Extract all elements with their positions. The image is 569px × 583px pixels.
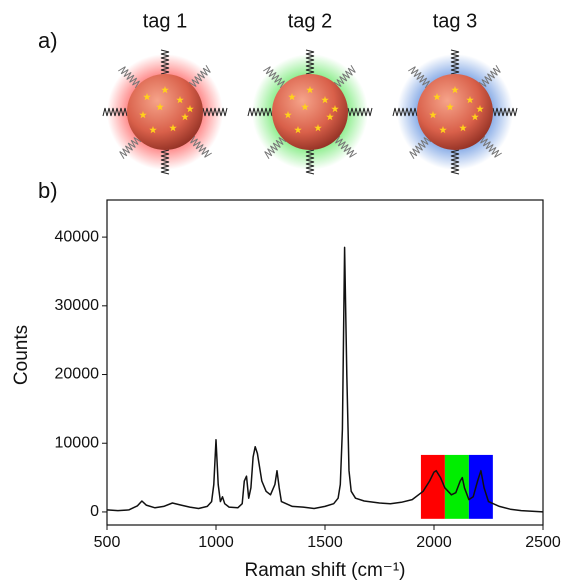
star (181, 113, 189, 121)
panel-label: a) (38, 28, 58, 53)
star (156, 103, 164, 111)
star (321, 96, 329, 104)
x-tick-label: 500 (94, 534, 121, 551)
tag-label: tag 2 (288, 10, 332, 32)
ligand (119, 137, 142, 159)
ligand (160, 49, 170, 75)
star (471, 113, 479, 121)
tag-band (468, 454, 493, 519)
x-tick-label: 1000 (198, 534, 234, 551)
star (149, 126, 157, 134)
star (314, 124, 322, 132)
star (433, 93, 441, 101)
star (294, 126, 302, 134)
ligand (102, 107, 128, 117)
ligand (492, 107, 518, 117)
ligand (160, 149, 170, 175)
star (446, 103, 454, 111)
star (169, 124, 177, 132)
nanoparticle (417, 74, 493, 150)
star (451, 86, 459, 94)
ligand (188, 65, 211, 87)
x-tick-label: 1500 (307, 534, 343, 551)
star (301, 103, 309, 111)
y-tick-label: 20000 (55, 366, 100, 383)
ligand (264, 137, 287, 159)
star (429, 111, 437, 119)
tag-label: tag 1 (143, 10, 187, 32)
nanoparticle (272, 74, 348, 150)
tag-band (444, 454, 469, 519)
ligand (247, 107, 273, 117)
star (331, 105, 339, 113)
star (284, 111, 292, 119)
star (476, 105, 484, 113)
y-axis-label: Counts (11, 325, 32, 385)
star (161, 86, 169, 94)
ligand (408, 66, 430, 89)
y-tick-label: 30000 (55, 297, 100, 314)
ligand (333, 65, 356, 87)
star (326, 113, 334, 121)
star (466, 96, 474, 104)
ligand (392, 107, 418, 117)
ligand (480, 135, 502, 158)
x-axis-label: Raman shift (cm⁻¹) (245, 560, 406, 581)
y-tick-label: 40000 (55, 228, 100, 245)
star (176, 96, 184, 104)
star (143, 93, 151, 101)
ligand (335, 135, 357, 158)
spectrum-line (106, 246, 544, 513)
tag-band (420, 454, 445, 519)
ligand (409, 137, 432, 159)
ligand (305, 149, 315, 175)
y-tick-label: 10000 (55, 434, 100, 451)
star (459, 124, 467, 132)
ligand (305, 49, 315, 75)
ligand (347, 107, 373, 117)
star (139, 111, 147, 119)
ligand (190, 135, 212, 158)
ligand (478, 65, 501, 87)
ligand (450, 149, 460, 175)
nanoparticle (127, 74, 203, 150)
panel-label: b) (38, 178, 58, 203)
star (306, 86, 314, 94)
x-tick-label: 2500 (525, 534, 561, 551)
x-tick-label: 2000 (416, 534, 452, 551)
star (288, 93, 296, 101)
tag-label: tag 3 (433, 10, 477, 32)
star (186, 105, 194, 113)
ligand (202, 107, 228, 117)
ligand (118, 66, 140, 89)
star (439, 126, 447, 134)
ligand (263, 66, 285, 89)
y-tick-label: 0 (90, 503, 99, 520)
ligand (450, 49, 460, 75)
